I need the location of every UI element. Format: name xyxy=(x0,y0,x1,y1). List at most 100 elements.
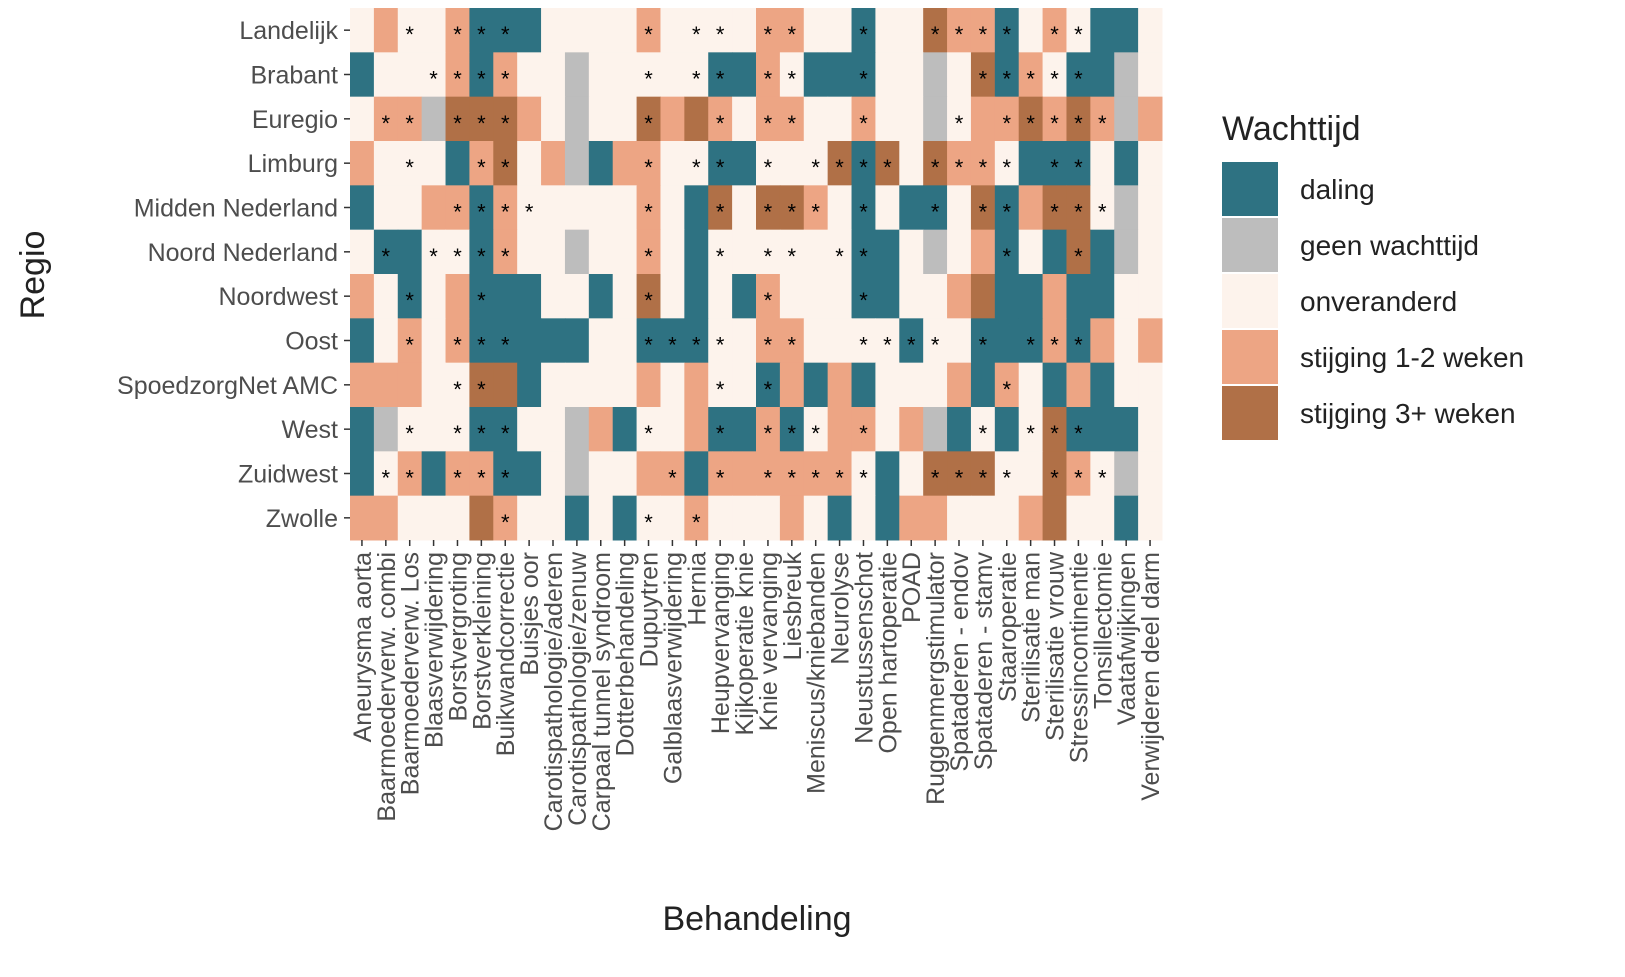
x-tick-label: Tonsillectomie xyxy=(1089,552,1117,709)
cell xyxy=(493,495,518,541)
cell xyxy=(588,451,614,497)
cell xyxy=(1042,451,1067,497)
significance-marker: * xyxy=(716,22,725,47)
cell xyxy=(373,451,399,497)
cell xyxy=(588,495,614,541)
significance-marker: * xyxy=(477,67,486,92)
cell xyxy=(636,318,661,364)
significance-marker: * xyxy=(788,421,797,446)
cell xyxy=(517,318,542,364)
cell xyxy=(564,52,590,98)
cell xyxy=(469,451,494,497)
significance-marker: * xyxy=(477,22,486,47)
cell xyxy=(397,451,423,497)
cell xyxy=(851,96,876,142)
cell xyxy=(732,229,757,275)
cell xyxy=(397,495,423,541)
legend-label: geen wachttijd xyxy=(1300,230,1479,261)
cell xyxy=(350,274,375,319)
cell xyxy=(851,495,876,541)
cell xyxy=(732,274,757,319)
cell xyxy=(970,362,996,408)
cell xyxy=(1018,52,1044,98)
cell xyxy=(947,318,972,364)
significance-marker: * xyxy=(716,67,725,92)
cell xyxy=(970,451,996,497)
cell xyxy=(1066,362,1091,408)
cell xyxy=(564,141,590,186)
cell xyxy=(708,141,733,186)
significance-marker: * xyxy=(477,155,486,180)
x-tick-label: Knie vervanging xyxy=(755,552,783,731)
significance-marker: * xyxy=(453,421,462,446)
x-tick-label: Buisjes oor xyxy=(516,552,544,676)
cell xyxy=(421,407,447,452)
cell xyxy=(684,407,709,452)
cell xyxy=(684,451,709,497)
cell xyxy=(684,96,709,142)
cell xyxy=(1018,229,1044,275)
significance-marker: * xyxy=(764,67,773,92)
significance-marker: * xyxy=(644,288,653,313)
cell xyxy=(373,407,399,452)
cell xyxy=(636,96,661,142)
cell xyxy=(1042,141,1067,186)
cell xyxy=(1138,274,1163,319)
cell xyxy=(541,451,566,497)
cell xyxy=(493,141,518,186)
cell xyxy=(588,318,614,364)
cell xyxy=(779,362,805,408)
cell xyxy=(684,8,709,53)
y-axis-title: Regio xyxy=(14,231,52,320)
significance-marker: * xyxy=(1002,200,1011,225)
cell xyxy=(803,318,829,364)
legend-key xyxy=(1222,330,1278,384)
cell xyxy=(947,495,972,541)
cell xyxy=(803,141,829,186)
legend-key xyxy=(1222,218,1278,272)
x-tick-label: Heupvervanging xyxy=(707,552,735,734)
significance-marker: * xyxy=(692,22,701,47)
cell xyxy=(564,451,590,497)
significance-marker: * xyxy=(835,155,844,180)
cell xyxy=(421,96,447,142)
cell xyxy=(1090,407,1115,452)
cell xyxy=(756,407,781,452)
significance-marker: * xyxy=(764,155,773,180)
cell xyxy=(1090,318,1115,364)
cell xyxy=(541,495,566,541)
cell xyxy=(994,274,1020,319)
cell xyxy=(708,229,733,275)
cell xyxy=(708,451,733,497)
cell xyxy=(756,52,781,98)
significance-marker: * xyxy=(405,333,414,358)
significance-marker: * xyxy=(477,333,486,358)
cell xyxy=(899,229,924,275)
cell xyxy=(660,495,685,541)
cell xyxy=(923,96,948,142)
significance-marker: * xyxy=(692,510,701,535)
cell xyxy=(970,229,996,275)
significance-marker: * xyxy=(1002,67,1011,92)
cell xyxy=(564,96,590,142)
cell xyxy=(803,495,829,541)
cell xyxy=(756,495,781,541)
x-tick-label: Spataderen - endov xyxy=(946,552,974,772)
x-tick-label: Aneurysma aorta xyxy=(349,552,377,742)
cell xyxy=(970,141,996,186)
cell xyxy=(1114,451,1139,497)
cell xyxy=(1066,141,1091,186)
cell xyxy=(1018,141,1044,186)
cell xyxy=(947,274,972,319)
cell xyxy=(947,362,972,408)
cell xyxy=(397,8,423,53)
significance-marker: * xyxy=(429,244,438,269)
significance-marker: * xyxy=(453,200,462,225)
cell xyxy=(397,229,423,275)
significance-marker: * xyxy=(764,288,773,313)
significance-marker: * xyxy=(668,333,677,358)
significance-marker: * xyxy=(764,22,773,47)
significance-marker: * xyxy=(1026,333,1035,358)
cell xyxy=(1090,141,1115,186)
significance-marker: * xyxy=(931,466,940,491)
